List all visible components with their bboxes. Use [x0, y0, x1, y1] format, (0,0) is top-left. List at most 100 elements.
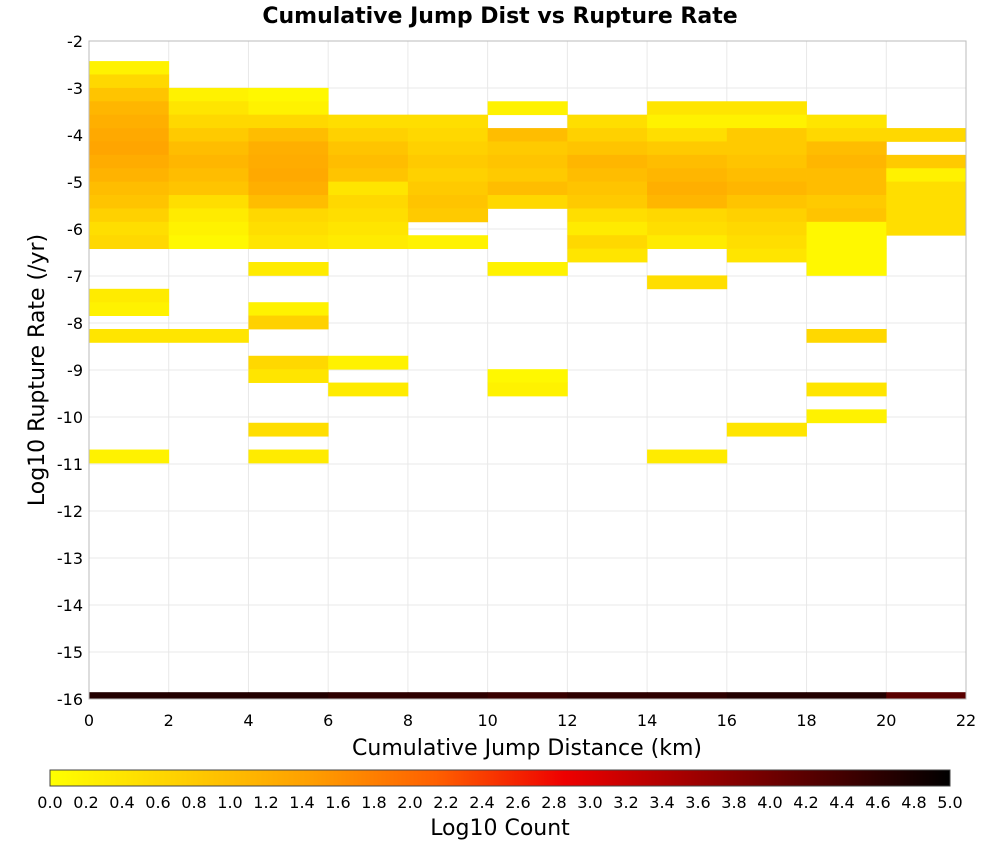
heatmap-cell — [806, 208, 887, 223]
heatmap-cell — [726, 422, 807, 437]
colorbar-tick-label: 3.4 — [649, 793, 674, 812]
heatmap-cell — [886, 195, 967, 209]
heatmap-cell — [806, 262, 887, 276]
heatmap-cell — [647, 275, 728, 290]
heatmap-cell — [407, 208, 489, 223]
heatmap-cell — [726, 181, 807, 196]
heatmap-cell — [328, 382, 409, 397]
heatmap-cell — [806, 114, 887, 129]
colorbar-tick-label: 1.8 — [361, 793, 386, 812]
colorbar-tick-label: 3.2 — [613, 793, 638, 812]
heatmap-cell-bottom — [487, 692, 568, 700]
heatmap-cell — [567, 235, 648, 250]
colorbar-tick-label: 2.6 — [505, 793, 530, 812]
heatmap-cell — [168, 328, 249, 343]
heatmap-cell — [89, 87, 170, 102]
colorbar-tick-label: 0.4 — [109, 793, 134, 812]
y-tick-label: -3 — [67, 79, 83, 98]
heatmap-cell — [487, 181, 568, 196]
colorbar-tick-label: 2.4 — [469, 793, 494, 812]
heatmap-cell — [726, 114, 807, 129]
colorbar-tick-label: 2.2 — [433, 793, 458, 812]
heatmap-cell — [248, 369, 329, 383]
heatmap-cell — [886, 168, 967, 183]
x-tick-label: 8 — [403, 711, 413, 730]
heatmap-cell — [328, 221, 409, 236]
x-tick-label: 22 — [956, 711, 976, 730]
x-axis-ticks: 0 2 4 6 8 10 12 14 16 18 20 22 — [84, 711, 976, 730]
y-tick-label: -6 — [67, 220, 83, 239]
x-tick-label: 4 — [243, 711, 253, 730]
x-tick-label: 14 — [637, 711, 657, 730]
heatmap-cell — [89, 74, 170, 89]
y-tick-label: -10 — [57, 408, 83, 427]
heatmap-cell — [168, 114, 249, 129]
colorbar-tick-label: 0.2 — [73, 793, 98, 812]
heatmap-cell — [248, 195, 329, 209]
heatmap-cell — [248, 235, 329, 250]
heatmap-cell — [567, 181, 648, 196]
heatmap-cell — [487, 101, 568, 116]
heatmap-cell — [89, 154, 170, 169]
plot-border — [88, 40, 967, 700]
heatmap-cell-bottom — [89, 692, 170, 700]
heatmap-cell — [328, 128, 409, 142]
heatmap-cell — [248, 422, 329, 437]
heatmap-cell — [89, 208, 170, 223]
heatmap-cell — [168, 208, 249, 223]
heatmap-cell — [89, 141, 170, 156]
heatmap-cell — [806, 195, 887, 209]
colorbar-tick-label: 4.8 — [901, 793, 926, 812]
x-tick-label: 0 — [84, 711, 94, 730]
heatmap-cell — [328, 195, 409, 209]
heatmap-cells — [89, 61, 967, 700]
heatmap-cell-bottom — [567, 692, 648, 700]
heatmap-cell — [886, 221, 967, 236]
heatmap-cell — [248, 302, 329, 316]
heatmap-cell-bottom — [328, 692, 409, 700]
heatmap-cell — [89, 114, 170, 129]
heatmap-cell — [248, 355, 329, 370]
heatmap-cell — [726, 168, 807, 183]
heatmap-cell — [567, 141, 648, 156]
heatmap-cell — [328, 168, 409, 183]
heatmap-cell — [806, 168, 887, 183]
colorbar-tick-label: 3.0 — [577, 793, 602, 812]
colorbar-ticks: 0.0 0.2 0.4 0.6 0.8 1.0 1.2 1.4 1.6 1.8 2.0 2.2 2.4 2… — [37, 793, 962, 812]
heatmap-cell-bottom — [726, 692, 807, 700]
heatmap-cell — [407, 168, 489, 183]
heatmap-cell — [168, 87, 249, 102]
heatmap-cell — [248, 128, 329, 142]
heatmap-cell — [328, 141, 409, 156]
heatmap-cell — [89, 328, 170, 343]
heatmap-cell — [487, 369, 568, 383]
heatmap-cell — [886, 181, 967, 196]
heatmap-cell — [89, 168, 170, 183]
heatmap-cell — [328, 235, 409, 250]
heatmap-cell — [567, 114, 648, 129]
heatmap-cell — [726, 248, 807, 263]
heatmap-cell-bottom — [407, 692, 489, 700]
heatmap-cell — [726, 141, 807, 156]
heatmap-cell — [168, 101, 249, 116]
y-axis-ticks: -2 -3 -4 -5 -6 -7 -8 -9 -10 -11 -12 -13 -14 -15 -16 — [57, 32, 83, 709]
heatmap-cell — [806, 248, 887, 263]
colorbar-tick-label: 2.0 — [397, 793, 422, 812]
x-tick-label: 16 — [717, 711, 737, 730]
heatmap-cell — [407, 235, 489, 250]
heatmap-cell — [726, 128, 807, 142]
colorbar — [49, 769, 951, 787]
colorbar-tick-label: 4.6 — [865, 793, 890, 812]
y-tick-label: -13 — [57, 549, 83, 568]
heatmap-cell — [168, 181, 249, 196]
y-tick-label: -14 — [57, 596, 83, 615]
heatmap-cell — [647, 208, 728, 223]
heatmap-cell — [647, 168, 728, 183]
heatmap-cell — [647, 154, 728, 169]
heatmap-cell — [806, 154, 887, 169]
heatmap-cell-bottom — [168, 692, 249, 700]
x-tick-label: 18 — [796, 711, 816, 730]
heatmap-cell — [647, 141, 728, 156]
heatmap-cell — [806, 128, 887, 142]
heatmap-cell — [328, 114, 409, 129]
